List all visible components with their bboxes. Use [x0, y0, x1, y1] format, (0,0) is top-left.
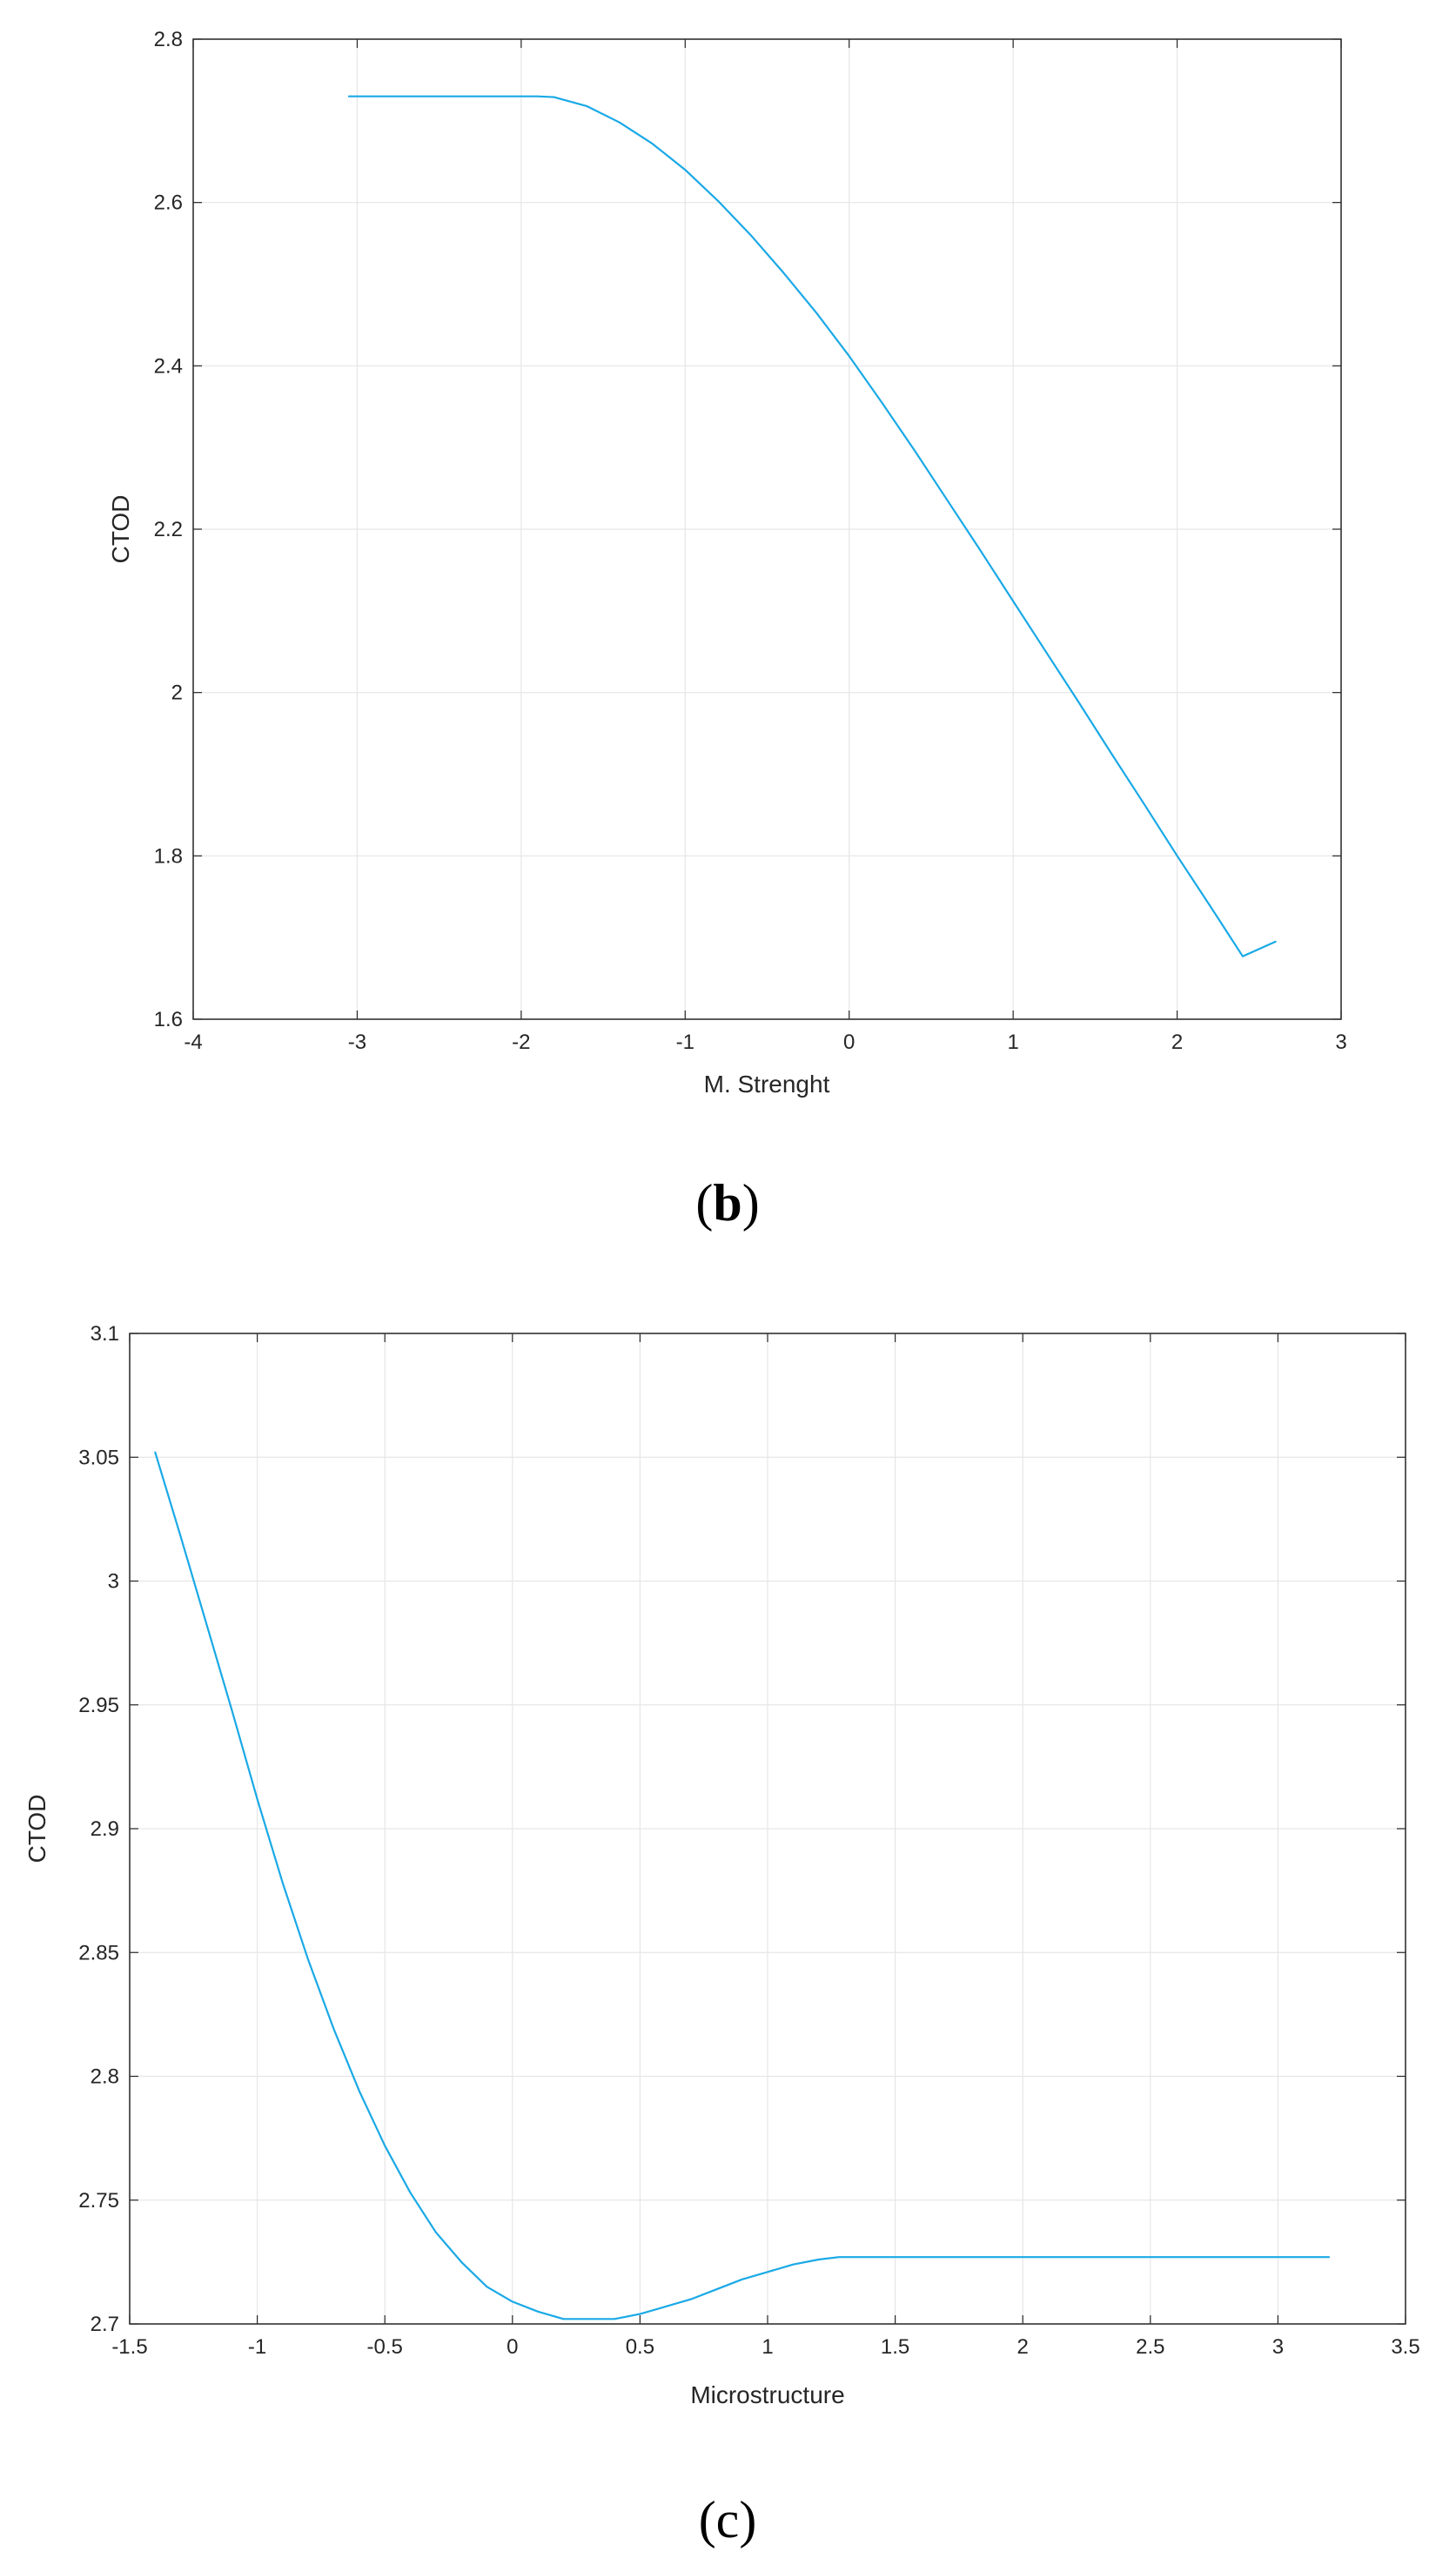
- y-tick-label: 2.6: [154, 191, 183, 215]
- x-tick-label: -4: [184, 1031, 202, 1054]
- x-axis-label: Microstructure: [690, 2381, 844, 2408]
- y-tick-label: 2.85: [78, 1941, 119, 1964]
- axes-box: [192, 38, 1342, 1020]
- x-tick-label: 2: [1171, 1031, 1183, 1054]
- x-tick-label: 0.5: [626, 2335, 654, 2359]
- x-tick-label: 0: [507, 2335, 518, 2359]
- series-line: [347, 95, 1277, 957]
- y-tick-label: 2.7: [91, 2313, 119, 2336]
- x-tick-label: -3: [348, 1031, 366, 1054]
- x-tick-label: 0: [843, 1031, 855, 1054]
- y-tick-label: 3: [108, 1570, 119, 1594]
- y-axis-label: CTOD: [107, 495, 134, 564]
- chart-panel-b: -4 -3 -2 -1 0 1 2 3 1.6 1.8 2 2.2 2.4 2.6 2.8 M. Stre…: [107, 28, 1347, 1232]
- y-tick-labels: 1.6 1.8 2 2.2 2.4 2.6 2.8: [154, 28, 183, 1031]
- y-tick-label: 2.2: [154, 518, 183, 541]
- chart-panel-c: -1.5 -1 -0.5 0 0.5 1 1.5 2 2.5 3 3.5 2.7 2.75 2.8 2.8…: [23, 1322, 1420, 2548]
- y-tick-label: 2.95: [78, 1694, 119, 1717]
- y-tick-label: 2.8: [154, 28, 183, 51]
- y-tick-label: 2.8: [91, 2065, 119, 2089]
- series-group: [347, 95, 1277, 957]
- series-group: [154, 1451, 1331, 2320]
- panel-caption-letter: c: [716, 2491, 740, 2548]
- y-tick-label: 2.9: [91, 1817, 119, 1841]
- y-axis-label: CTOD: [23, 1795, 50, 1864]
- x-tick-label: -1: [676, 1031, 694, 1054]
- x-tick-label: -2: [512, 1031, 530, 1054]
- y-tick-label: 1.6: [154, 1008, 183, 1031]
- series-line: [154, 1451, 1331, 2320]
- y-tick-label: 2.75: [78, 2189, 119, 2213]
- x-tick-label: 2: [1017, 2335, 1029, 2359]
- y-tick-label: 1.8: [154, 844, 183, 868]
- x-tick-label: 3: [1335, 1031, 1346, 1054]
- x-tick-label: 1: [762, 2335, 773, 2359]
- panel-caption-c: (c): [699, 2491, 757, 2548]
- panel-caption-b: (b): [695, 1174, 759, 1232]
- x-axis-label: M. Strenght: [704, 1071, 830, 1098]
- x-tick-label: 3.5: [1391, 2335, 1419, 2359]
- panel-caption-letter: b: [713, 1174, 741, 1232]
- axes-box: [129, 1333, 1406, 2325]
- x-tick-label: 3: [1272, 2335, 1284, 2359]
- x-tick-label: -1: [248, 2335, 266, 2359]
- x-tick-label: -0.5: [367, 2335, 403, 2359]
- x-tick-label: 1.5: [881, 2335, 909, 2359]
- y-tick-label: 3.1: [91, 1322, 119, 1346]
- x-tick-labels: -1.5 -1 -0.5 0 0.5 1 1.5 2 2.5 3 3.5: [111, 2335, 1419, 2359]
- x-tick-label: -1.5: [111, 2335, 147, 2359]
- y-tick-label: 2.4: [154, 354, 183, 378]
- x-tick-labels: -4 -3 -2 -1 0 1 2 3: [184, 1031, 1346, 1054]
- x-tick-label: 2.5: [1136, 2335, 1164, 2359]
- x-tick-label: 1: [1007, 1031, 1018, 1054]
- y-tick-labels: 2.7 2.75 2.8 2.85 2.9 2.95 3 3.05 3.1: [78, 1322, 119, 2336]
- y-tick-label: 3.05: [78, 1446, 119, 1469]
- y-tick-label: 2: [171, 682, 183, 705]
